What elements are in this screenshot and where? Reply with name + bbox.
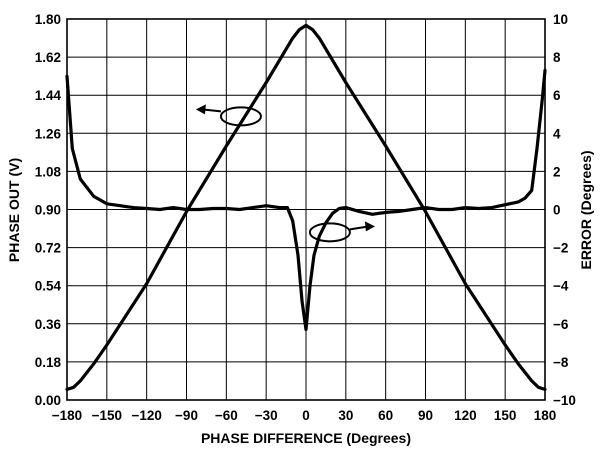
y-left-tick-labels: 0.00 0.18 0.36 0.54 0.72 0.90 1.08 1.26 1.44 1.62…	[35, 12, 62, 408]
y-left-tick-label: 0.18	[35, 355, 62, 370]
y-right-axis-title: ERROR (Degrees)	[578, 150, 594, 269]
y-right-tick-label: −2	[553, 241, 568, 256]
annotation-layer	[195, 104, 375, 243]
right-axis-arrow-marker	[308, 221, 375, 243]
marker-ellipse	[219, 106, 262, 127]
y-right-tick-label: 0	[553, 203, 561, 218]
x-tick-label: −120	[131, 408, 161, 423]
x-tick-label: −30	[255, 408, 278, 423]
y-left-tick-label: 1.08	[35, 164, 62, 179]
series-layer	[65, 23, 547, 391]
x-tick-label: −150	[92, 408, 122, 423]
x-tick-label: −90	[175, 408, 198, 423]
y-left-tick-label: 0.90	[35, 203, 61, 218]
y-right-tick-labels: −10 −8 −6 −4 −2 0 2 4 6 8 10	[553, 12, 576, 408]
y-right-tick-label: −8	[553, 355, 569, 370]
y-right-tick-label: 8	[553, 50, 561, 65]
y-left-tick-label: 1.44	[35, 88, 62, 103]
y-left-tick-label: 0.36	[35, 317, 62, 332]
x-tick-label: 0	[302, 408, 310, 423]
y-right-tick-label: 6	[553, 88, 561, 103]
x-tick-labels: −180 −150 −120 −90 −60 −30 0 30 60 90 120 150 180	[52, 408, 556, 423]
series-error-line	[65, 68, 547, 332]
marker-ellipse	[308, 222, 351, 243]
left-axis-arrow-marker	[195, 104, 262, 127]
plot-frame	[66, 18, 546, 401]
y-left-axis-title: PHASE OUT (V)	[6, 158, 22, 262]
x-tick-label: 150	[494, 408, 517, 423]
series-phase-out-line	[65, 23, 547, 391]
y-right-tick-label: −10	[553, 393, 576, 408]
x-tick-label: −180	[52, 408, 82, 423]
y-left-tick-label: 1.80	[35, 12, 61, 27]
x-tick-label: 120	[454, 408, 477, 423]
y-left-tick-label: 0.00	[35, 393, 61, 408]
x-tick-label: 180	[534, 408, 557, 423]
y-left-tick-label: 1.62	[35, 50, 61, 65]
y-left-tick-label: 0.54	[35, 279, 62, 294]
y-right-tick-label: 10	[553, 12, 568, 27]
y-left-tick-label: 1.26	[35, 126, 62, 141]
x-tick-label: −60	[215, 408, 238, 423]
x-axis-title: PHASE DIFFERENCE (Degrees)	[201, 430, 411, 446]
arrow-head	[364, 221, 375, 232]
y-right-tick-label: 2	[553, 164, 561, 179]
y-right-tick-label: 4	[553, 126, 561, 141]
x-tick-label: 90	[418, 408, 433, 423]
x-tick-label: 30	[338, 408, 353, 423]
y-right-tick-label: −4	[553, 279, 569, 294]
y-right-tick-label: −6	[553, 317, 569, 332]
x-tick-label: 60	[378, 408, 393, 423]
arrow-head	[195, 104, 206, 115]
y-left-tick-label: 0.72	[35, 241, 61, 256]
